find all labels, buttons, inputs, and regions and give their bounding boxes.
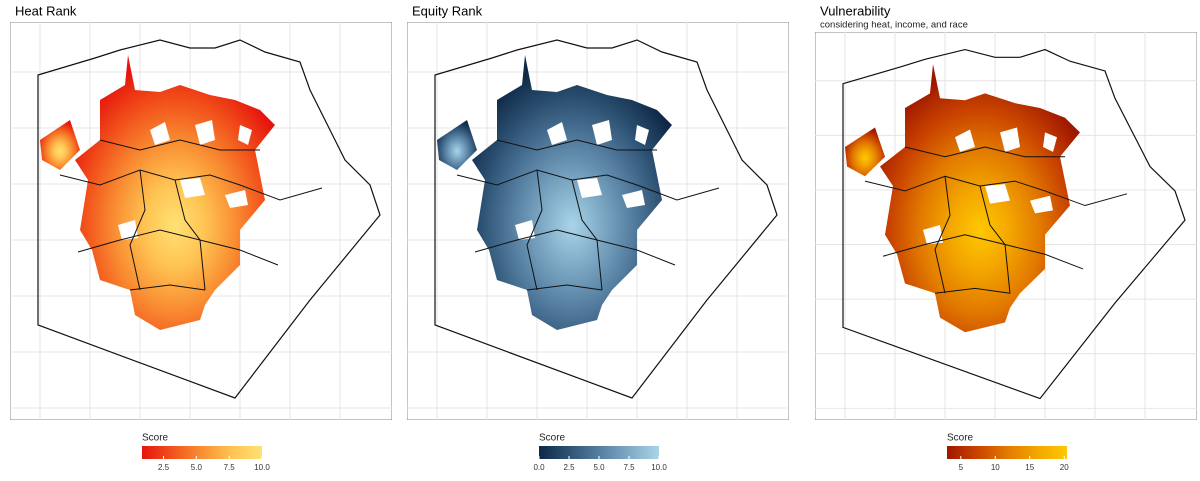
colorbar-tick-label: 10.0 <box>254 463 270 472</box>
colorbar-tick-label: 15 <box>1025 463 1034 472</box>
colorbar-tick-label: 2.5 <box>158 463 170 472</box>
colorbar-tick-label: 10.0 <box>651 463 667 472</box>
legend-title: Score <box>539 433 566 444</box>
panel-title: Vulnerability <box>820 3 891 18</box>
map <box>407 22 789 420</box>
colorbar <box>142 446 262 459</box>
legend-title: Score <box>142 433 169 444</box>
colorbar-tick-label: 7.5 <box>623 463 635 472</box>
colorbar-tick-label: 5 <box>959 463 964 472</box>
legend-title: Score <box>947 433 974 444</box>
panel-title: Equity Rank <box>412 3 483 18</box>
map <box>10 22 392 420</box>
colorbar-tick-label: 5.0 <box>191 463 203 472</box>
colorbar-tick-label: 10 <box>991 463 1000 472</box>
panel-title: Heat Rank <box>15 3 77 18</box>
colorbar-tick-label: 2.5 <box>563 463 575 472</box>
colorbar <box>539 446 659 459</box>
colorbar-tick-label: 7.5 <box>224 463 236 472</box>
colorbar <box>947 446 1067 459</box>
colorbar-tick-label: 20 <box>1060 463 1069 472</box>
colorbar-tick-label: 0.0 <box>533 463 545 472</box>
colorbar-tick-label: 5.0 <box>593 463 605 472</box>
map <box>815 32 1197 420</box>
panel-subtitle: considering heat, income, and race <box>820 20 968 31</box>
